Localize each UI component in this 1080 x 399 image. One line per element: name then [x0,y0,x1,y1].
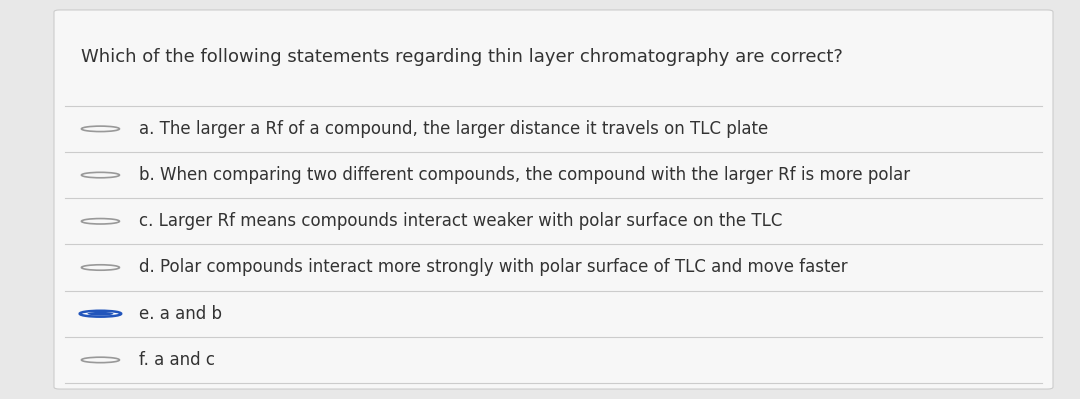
Ellipse shape [81,219,120,224]
Text: e. a and b: e. a and b [139,305,222,323]
Text: c. Larger Rf means compounds interact weaker with polar surface on the TLC: c. Larger Rf means compounds interact we… [139,212,783,230]
Text: Which of the following statements regarding thin layer chromatography are correc: Which of the following statements regard… [81,48,842,66]
Ellipse shape [81,265,120,270]
Text: d. Polar compounds interact more strongly with polar surface of TLC and move fas: d. Polar compounds interact more strongl… [139,259,848,277]
Ellipse shape [81,172,120,178]
Text: b. When comparing two different compounds, the compound with the larger Rf is mo: b. When comparing two different compound… [139,166,910,184]
Ellipse shape [80,311,121,317]
Text: a. The larger a Rf of a compound, the larger distance it travels on TLC plate: a. The larger a Rf of a compound, the la… [139,120,769,138]
Text: f. a and c: f. a and c [139,351,215,369]
Ellipse shape [81,357,120,363]
Ellipse shape [81,126,120,132]
Ellipse shape [87,312,113,316]
